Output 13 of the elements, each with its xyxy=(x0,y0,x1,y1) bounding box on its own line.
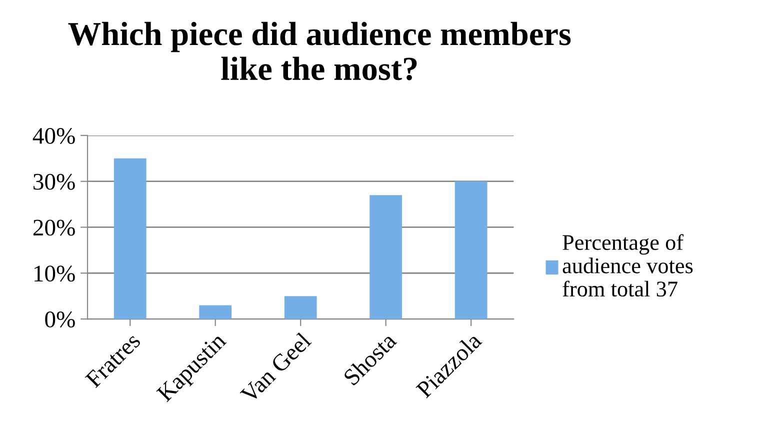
bar xyxy=(199,305,232,320)
y-tick-label: 10% xyxy=(34,266,75,282)
x-tick-label: Van Geel xyxy=(239,331,312,404)
y-tick-label: 40% xyxy=(32,128,75,144)
chart-title: Which piece did audience members like the most? xyxy=(68,22,571,80)
y-tick-label: 30% xyxy=(34,174,75,190)
bar xyxy=(114,158,146,320)
bar xyxy=(454,181,488,320)
bar xyxy=(284,296,317,320)
bar xyxy=(370,195,402,320)
legend-label: Percentage of audience votes from total 37 xyxy=(562,234,693,297)
y-tick-label: 0% xyxy=(45,312,75,328)
y-tick-label: 20% xyxy=(33,220,75,236)
